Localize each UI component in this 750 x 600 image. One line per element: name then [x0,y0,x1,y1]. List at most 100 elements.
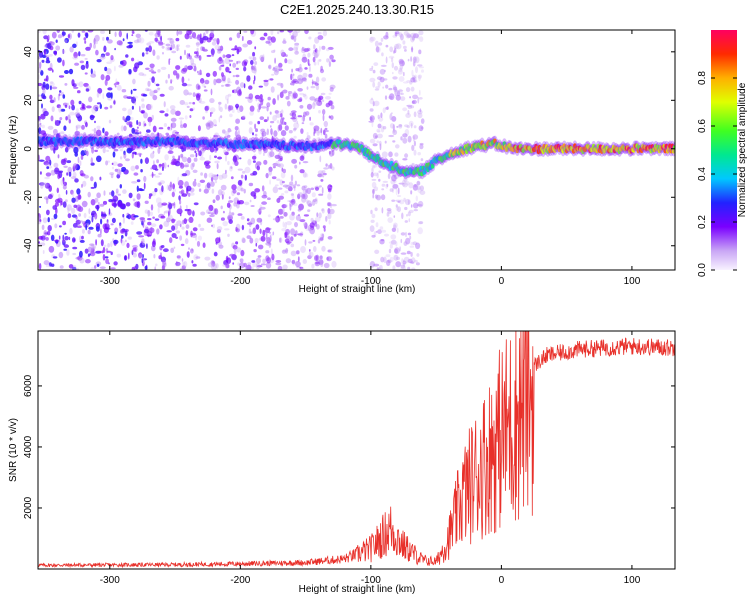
noise-speck [254,68,257,75]
noise-speck [240,187,244,192]
noise-speck [318,259,324,265]
noise-speck [288,130,293,134]
noise-speck [96,263,100,267]
noise-speck [415,242,421,250]
noise-speck [319,155,322,163]
noise-speck [303,79,307,83]
noise-speck [144,200,149,204]
noise-speck [114,168,119,172]
noise-speck [416,253,420,257]
noise-speck [148,103,153,111]
noise-speck [106,61,112,65]
noise-speck [44,176,50,180]
noise-speck [135,263,139,270]
noise-speck [180,243,185,247]
noise-speck [289,213,295,221]
noise-speck [408,182,414,189]
noise-speck [166,217,171,223]
spectrogram-tone-track [38,133,675,180]
noise-speck [289,200,294,203]
noise-speck [85,46,91,51]
noise-speck [388,134,395,138]
noise-speck [227,134,231,138]
noise-speck [138,188,143,191]
noise-speck [179,205,182,211]
noise-speck [148,45,153,53]
noise-speck [175,45,179,52]
noise-speck [207,181,213,185]
noise-speck [211,174,217,177]
noise-speck [275,215,280,223]
noise-speck [409,235,412,240]
noise-speck [55,45,61,51]
noise-speck [103,190,106,196]
noise-speck [248,93,254,100]
noise-speck [50,169,56,176]
noise-speck [403,241,408,247]
noise-speck [270,120,275,124]
noise-speck [159,110,165,114]
noise-speck [150,66,154,70]
noise-speck [74,130,81,136]
noise-speck [369,225,375,233]
noise-speck [110,267,116,270]
noise-speck [319,237,324,241]
noise-speck [378,42,383,46]
noise-speck [54,167,60,175]
noise-speck [244,266,248,270]
noise-speck [254,133,258,137]
noise-speck [392,129,398,135]
noise-speck [316,137,320,142]
noise-speck [295,214,301,221]
noise-speck [163,123,167,127]
noise-speck [171,191,175,198]
noise-speck [417,64,423,67]
noise-speck [323,227,326,232]
noise-speck [297,192,304,198]
noise-speck [87,30,94,33]
noise-speck [308,241,313,244]
noise-speck [214,44,220,51]
noise-speck [67,166,72,174]
noise-speck [262,229,266,237]
noise-speck [45,197,49,205]
noise-speck [402,182,408,188]
noise-speck [227,77,231,84]
noise-speck [221,84,224,87]
noise-speck [171,203,175,206]
noise-speck [83,212,87,219]
noise-speck [110,251,113,256]
noise-speck [329,249,333,253]
noise-speck [318,45,321,52]
noise-speck [222,221,228,227]
noise-speck [383,69,387,73]
noise-speck [410,257,416,264]
noise-speck [251,65,254,69]
noise-speck [291,112,297,118]
noise-speck [80,173,86,177]
noise-speck [87,191,91,198]
noise-speck [299,169,305,174]
noise-speck [90,73,97,78]
noise-speck [263,119,268,123]
noise-speck [263,79,269,82]
noise-speck [287,200,292,202]
noise-speck [99,266,106,270]
noise-speck [107,160,110,163]
noise-speck [410,261,414,264]
noise-speck [410,105,415,109]
noise-speck [229,209,231,216]
noise-speck [265,227,271,234]
noise-speck [67,213,72,219]
noise-speck [392,124,395,131]
colorbar-tick-label: 0.0 [697,263,708,277]
noise-speck [136,231,143,235]
noise-speck [231,212,235,216]
noise-speck [216,38,220,45]
noise-speck [73,51,78,59]
noise-speck [100,218,103,225]
noise-speck [95,226,100,232]
noise-speck [138,72,145,76]
noise-speck [159,93,165,97]
noise-speck [284,221,287,229]
